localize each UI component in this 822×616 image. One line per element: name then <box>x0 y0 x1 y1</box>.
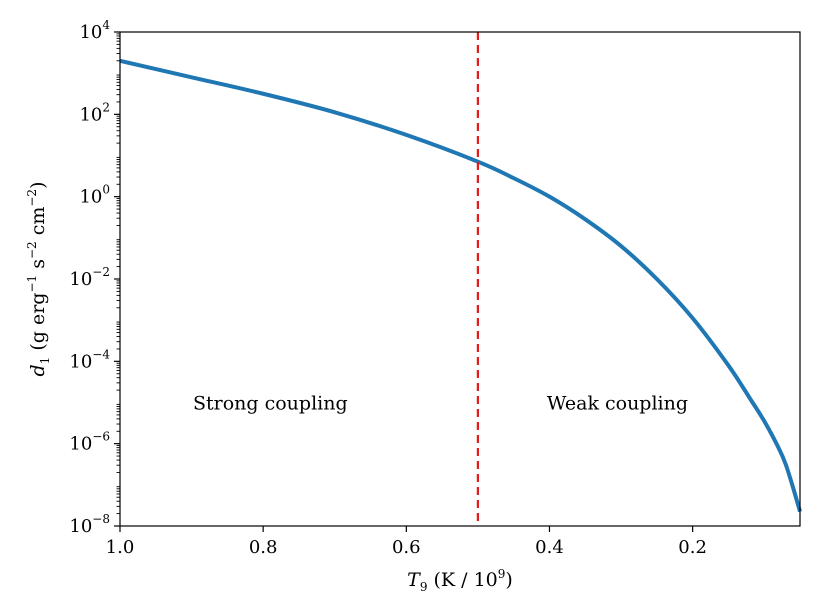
annotation-label: Weak coupling <box>547 393 688 415</box>
y-tick-label: 10−2 <box>69 265 110 290</box>
y-tick-label: 100 <box>79 183 110 208</box>
y-tick-label: 10−6 <box>69 430 110 455</box>
x-tick-label: 1.0 <box>106 537 135 558</box>
y-axis-label: d1 (g erg−1 s−2 cm−2) <box>25 182 52 377</box>
plot-frame <box>119 31 801 527</box>
annotation-label: Strong coupling <box>193 393 348 415</box>
x-tick-label: 0.2 <box>678 537 707 558</box>
y-tick-label: 10−4 <box>69 347 110 372</box>
x-axis-label: T9 (K / 109) <box>407 567 513 594</box>
x-tick-label: 0.4 <box>535 537 564 558</box>
y-tick-label: 10−8 <box>69 512 110 537</box>
x-tick-label: 0.8 <box>249 537 278 558</box>
series-line-d1 <box>119 58 802 513</box>
y-tick-label: 102 <box>79 100 110 125</box>
x-tick-label: 0.6 <box>392 537 421 558</box>
y-tick-label: 104 <box>79 18 110 43</box>
